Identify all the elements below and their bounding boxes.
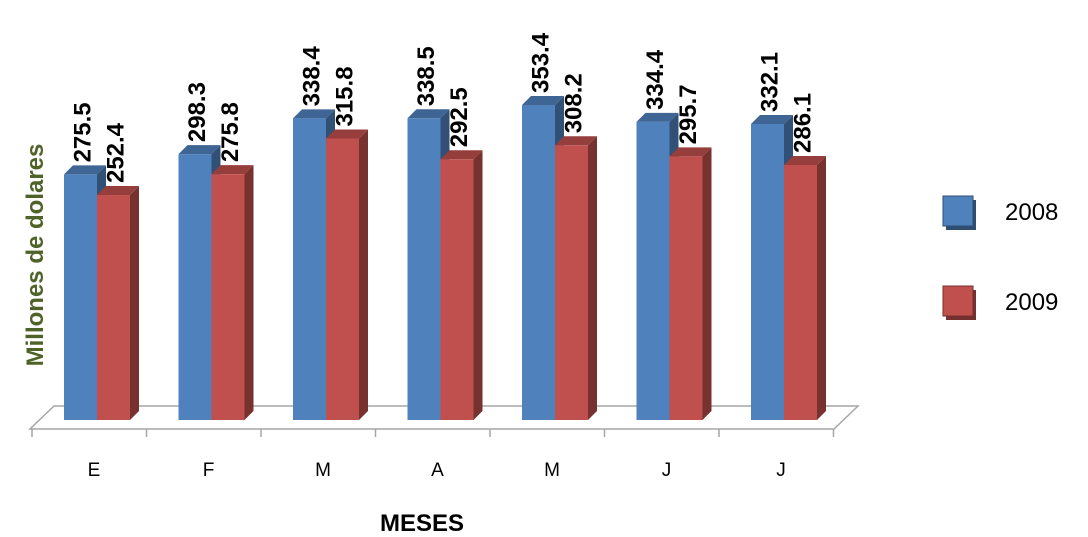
- bar-2009-7: [784, 155, 826, 420]
- bar-front: [211, 174, 245, 420]
- bar-2009-6: [669, 147, 712, 420]
- legend-swatch: [942, 195, 974, 227]
- bar-top: [293, 109, 335, 119]
- bar-front: [784, 164, 817, 420]
- bar-top: [97, 186, 139, 196]
- bar-top: [555, 136, 597, 146]
- bar-top: [440, 150, 483, 160]
- bar-2009-2: [211, 165, 254, 420]
- bar-2009-4: [440, 150, 483, 420]
- data-label-2009-1: 252.4: [103, 122, 130, 183]
- bar-side: [359, 129, 368, 420]
- bar-side: [588, 136, 597, 420]
- bar-top: [326, 129, 368, 139]
- x-tick-label: M: [544, 460, 560, 481]
- data-label-2009-7: 286.1: [790, 93, 817, 153]
- x-axis-title: MESES: [380, 510, 464, 537]
- bars-group: [64, 96, 826, 421]
- legend-label: 2008: [1005, 199, 1058, 226]
- bar-front: [64, 174, 97, 420]
- bar-top: [636, 112, 679, 122]
- y-axis-title: Millones de dolares: [22, 144, 49, 367]
- bar-front: [555, 145, 588, 420]
- bar-front: [636, 121, 670, 420]
- x-tick-label: J: [662, 460, 672, 481]
- data-label-2008-7: 332.1: [757, 52, 784, 112]
- legend: 2008 2009: [942, 195, 1058, 320]
- bar-front: [669, 156, 703, 420]
- bar-front: [440, 159, 474, 420]
- data-label-2009-6: 295.7: [675, 84, 702, 144]
- bar-top: [211, 165, 254, 175]
- data-label-2008-2: 298.3: [184, 82, 211, 142]
- data-label-2009-3: 315.8: [332, 66, 359, 126]
- x-tick-label: J: [776, 460, 786, 481]
- bar-front: [751, 123, 784, 420]
- legend-item-2008: 2008: [942, 195, 1058, 230]
- data-label-2009-4: 292.5: [446, 87, 473, 147]
- bar-front: [178, 154, 212, 420]
- bar-2009-5: [555, 136, 597, 420]
- x-tick-label: A: [431, 460, 444, 481]
- bar-side: [817, 155, 826, 420]
- bar-top: [178, 145, 221, 155]
- bar-top: [522, 96, 564, 105]
- value-labels-group: 275.5 252.4 298.3 275.8 338.4 315.8 338.5292.5…: [70, 32, 817, 183]
- data-label-2009-2: 275.8: [217, 102, 244, 162]
- x-tick-label: M: [315, 460, 331, 481]
- bar-2009-3: [326, 129, 368, 420]
- legend-item-2009: 2009: [942, 285, 1058, 320]
- data-label-2008-4: 338.5: [413, 46, 440, 106]
- data-label-2008-5: 353.4: [528, 32, 555, 93]
- data-label-2009-5: 308.2: [561, 73, 588, 133]
- bar-top: [64, 165, 106, 175]
- bar-side: [130, 186, 139, 420]
- bar-top: [669, 147, 712, 157]
- data-label-2008-1: 275.5: [70, 102, 97, 162]
- x-tick-label: E: [88, 460, 101, 481]
- bar-side: [473, 150, 483, 420]
- bar-front: [293, 118, 326, 420]
- data-label-2008-6: 334.4: [642, 49, 669, 110]
- bar-side: [702, 147, 712, 420]
- legend-label: 2009: [1005, 289, 1058, 316]
- bar-top: [784, 155, 826, 165]
- x-tick-label: F: [203, 460, 215, 481]
- bar-side: [244, 165, 254, 420]
- data-label-2008-3: 338.4: [299, 46, 326, 107]
- bar-front: [407, 118, 441, 421]
- bar-front: [97, 195, 130, 420]
- bar-top: [751, 114, 793, 124]
- bar-top: [407, 109, 450, 119]
- bar-front: [522, 105, 555, 420]
- bar-2009-1: [97, 186, 139, 420]
- bar-front: [326, 138, 359, 420]
- legend-swatch: [942, 285, 974, 317]
